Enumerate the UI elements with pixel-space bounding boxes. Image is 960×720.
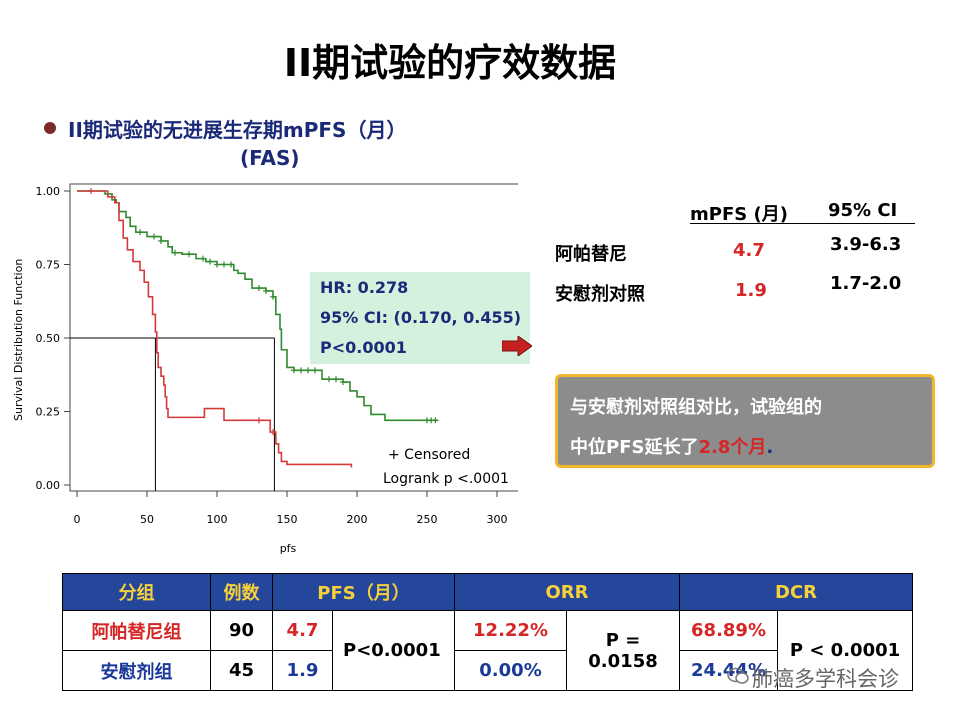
header-orr: ORR	[454, 573, 681, 611]
logrank-annotation: Logrank p <.0001	[383, 471, 509, 487]
median-row-ci: 1.7-2.0	[830, 273, 902, 294]
cell-orr-p: P = 0.0158	[566, 610, 681, 691]
x-tick-label: 250	[417, 513, 438, 526]
callout-line1: 与安慰剂对照组对比，试验组的	[570, 397, 822, 418]
y-tick-label: 0.75	[36, 259, 61, 272]
table-header-row: 分组 例数 PFS（月） ORR DCR	[62, 573, 914, 611]
header-n: 例数	[210, 573, 273, 611]
y-axis-label: Survival Distribution Function	[12, 259, 25, 421]
conclusion-callout: 与安慰剂对照组对比，试验组的 中位PFS延长了2.8个月.	[555, 374, 935, 468]
bullet-dot	[44, 122, 56, 134]
section-subtitle: II期试验的无进展生存期mPFS（月）	[68, 118, 407, 142]
table-row: 安慰剂组 45 1.9 0.00% 24.44%	[62, 650, 913, 691]
cell-orr: 12.22%	[454, 610, 568, 651]
km-chart: 0.00 0.25 0.50 0.75 1.00 0 50 100 150 200 250 300 +…	[12, 183, 518, 555]
cell-n: 45	[210, 650, 273, 691]
hr-box	[310, 272, 530, 364]
hr-p-value: P<0.0001	[320, 338, 407, 357]
arrow-right-icon	[502, 336, 532, 356]
callout-prefix: 中位PFS延长了	[570, 437, 699, 458]
median-row-group: 安慰剂对照	[555, 284, 645, 305]
x-tick-label: 100	[207, 513, 228, 526]
section-subtitle-fas: (FAS)	[240, 146, 300, 170]
callout-highlight: 2.8个月	[698, 437, 767, 458]
y-tick-label: 0.00	[36, 479, 61, 492]
page-title: II期试验的疗效数据	[283, 41, 617, 85]
hr-value: HR: 0.278	[320, 278, 409, 297]
median-row-ci: 3.9-6.3	[830, 234, 902, 255]
median-table-rule	[690, 223, 915, 224]
cell-dcr: 24.44%	[679, 650, 779, 691]
x-axis-label: pfs	[280, 542, 297, 555]
y-tick-label: 0.50	[36, 332, 61, 345]
x-tick-label: 150	[277, 513, 298, 526]
x-tick-label: 200	[347, 513, 368, 526]
cell-dcr-p: P < 0.0001	[777, 610, 914, 691]
table-row: 阿帕替尼组 90 4.7 P<0.0001 12.22% P = 0.0158 …	[62, 610, 914, 691]
y-tick-label: 1.00	[36, 185, 61, 198]
legend-censored: + Censored	[388, 447, 470, 463]
cell-pfs-p: P<0.0001	[331, 610, 456, 691]
x-tick-label: 300	[487, 513, 508, 526]
km-curve-0	[77, 190, 439, 422]
cell-pfs: 4.7	[272, 610, 333, 651]
header-group: 分组	[62, 573, 211, 611]
callout-suffix: .	[766, 437, 774, 458]
median-header-ci: 95% CI	[828, 200, 898, 221]
efficacy-summary-table: 分组 例数 PFS（月） ORR DCR 阿帕替尼组 90 4.7 P<0.00…	[62, 573, 914, 691]
y-tick-label: 0.25	[36, 406, 61, 419]
watermark: 肺癌多学科会诊	[752, 667, 899, 691]
x-tick-label: 0	[74, 513, 81, 526]
cell-orr: 0.00%	[454, 650, 568, 691]
cell-dcr: 68.89%	[679, 610, 779, 651]
callout-line2: 中位PFS延长了2.8个月.	[570, 433, 773, 459]
median-row-mpfs: 4.7	[733, 240, 765, 261]
header-dcr: DCR	[679, 573, 914, 611]
cell-pfs: 1.9	[272, 650, 333, 691]
cell-group: 阿帕替尼组	[62, 610, 211, 651]
median-row-mpfs: 1.9	[735, 280, 767, 301]
cell-n: 90	[210, 610, 273, 651]
median-header-mpfs: mPFS (月)	[690, 204, 788, 225]
x-tick-label: 50	[140, 513, 154, 526]
header-pfs: PFS（月）	[271, 573, 456, 611]
median-row-group: 阿帕替尼	[555, 244, 627, 265]
wechat-icon	[727, 667, 749, 684]
cell-group: 安慰剂组	[62, 650, 211, 691]
hr-ci: 95% CI: (0.170, 0.455)	[320, 308, 522, 327]
